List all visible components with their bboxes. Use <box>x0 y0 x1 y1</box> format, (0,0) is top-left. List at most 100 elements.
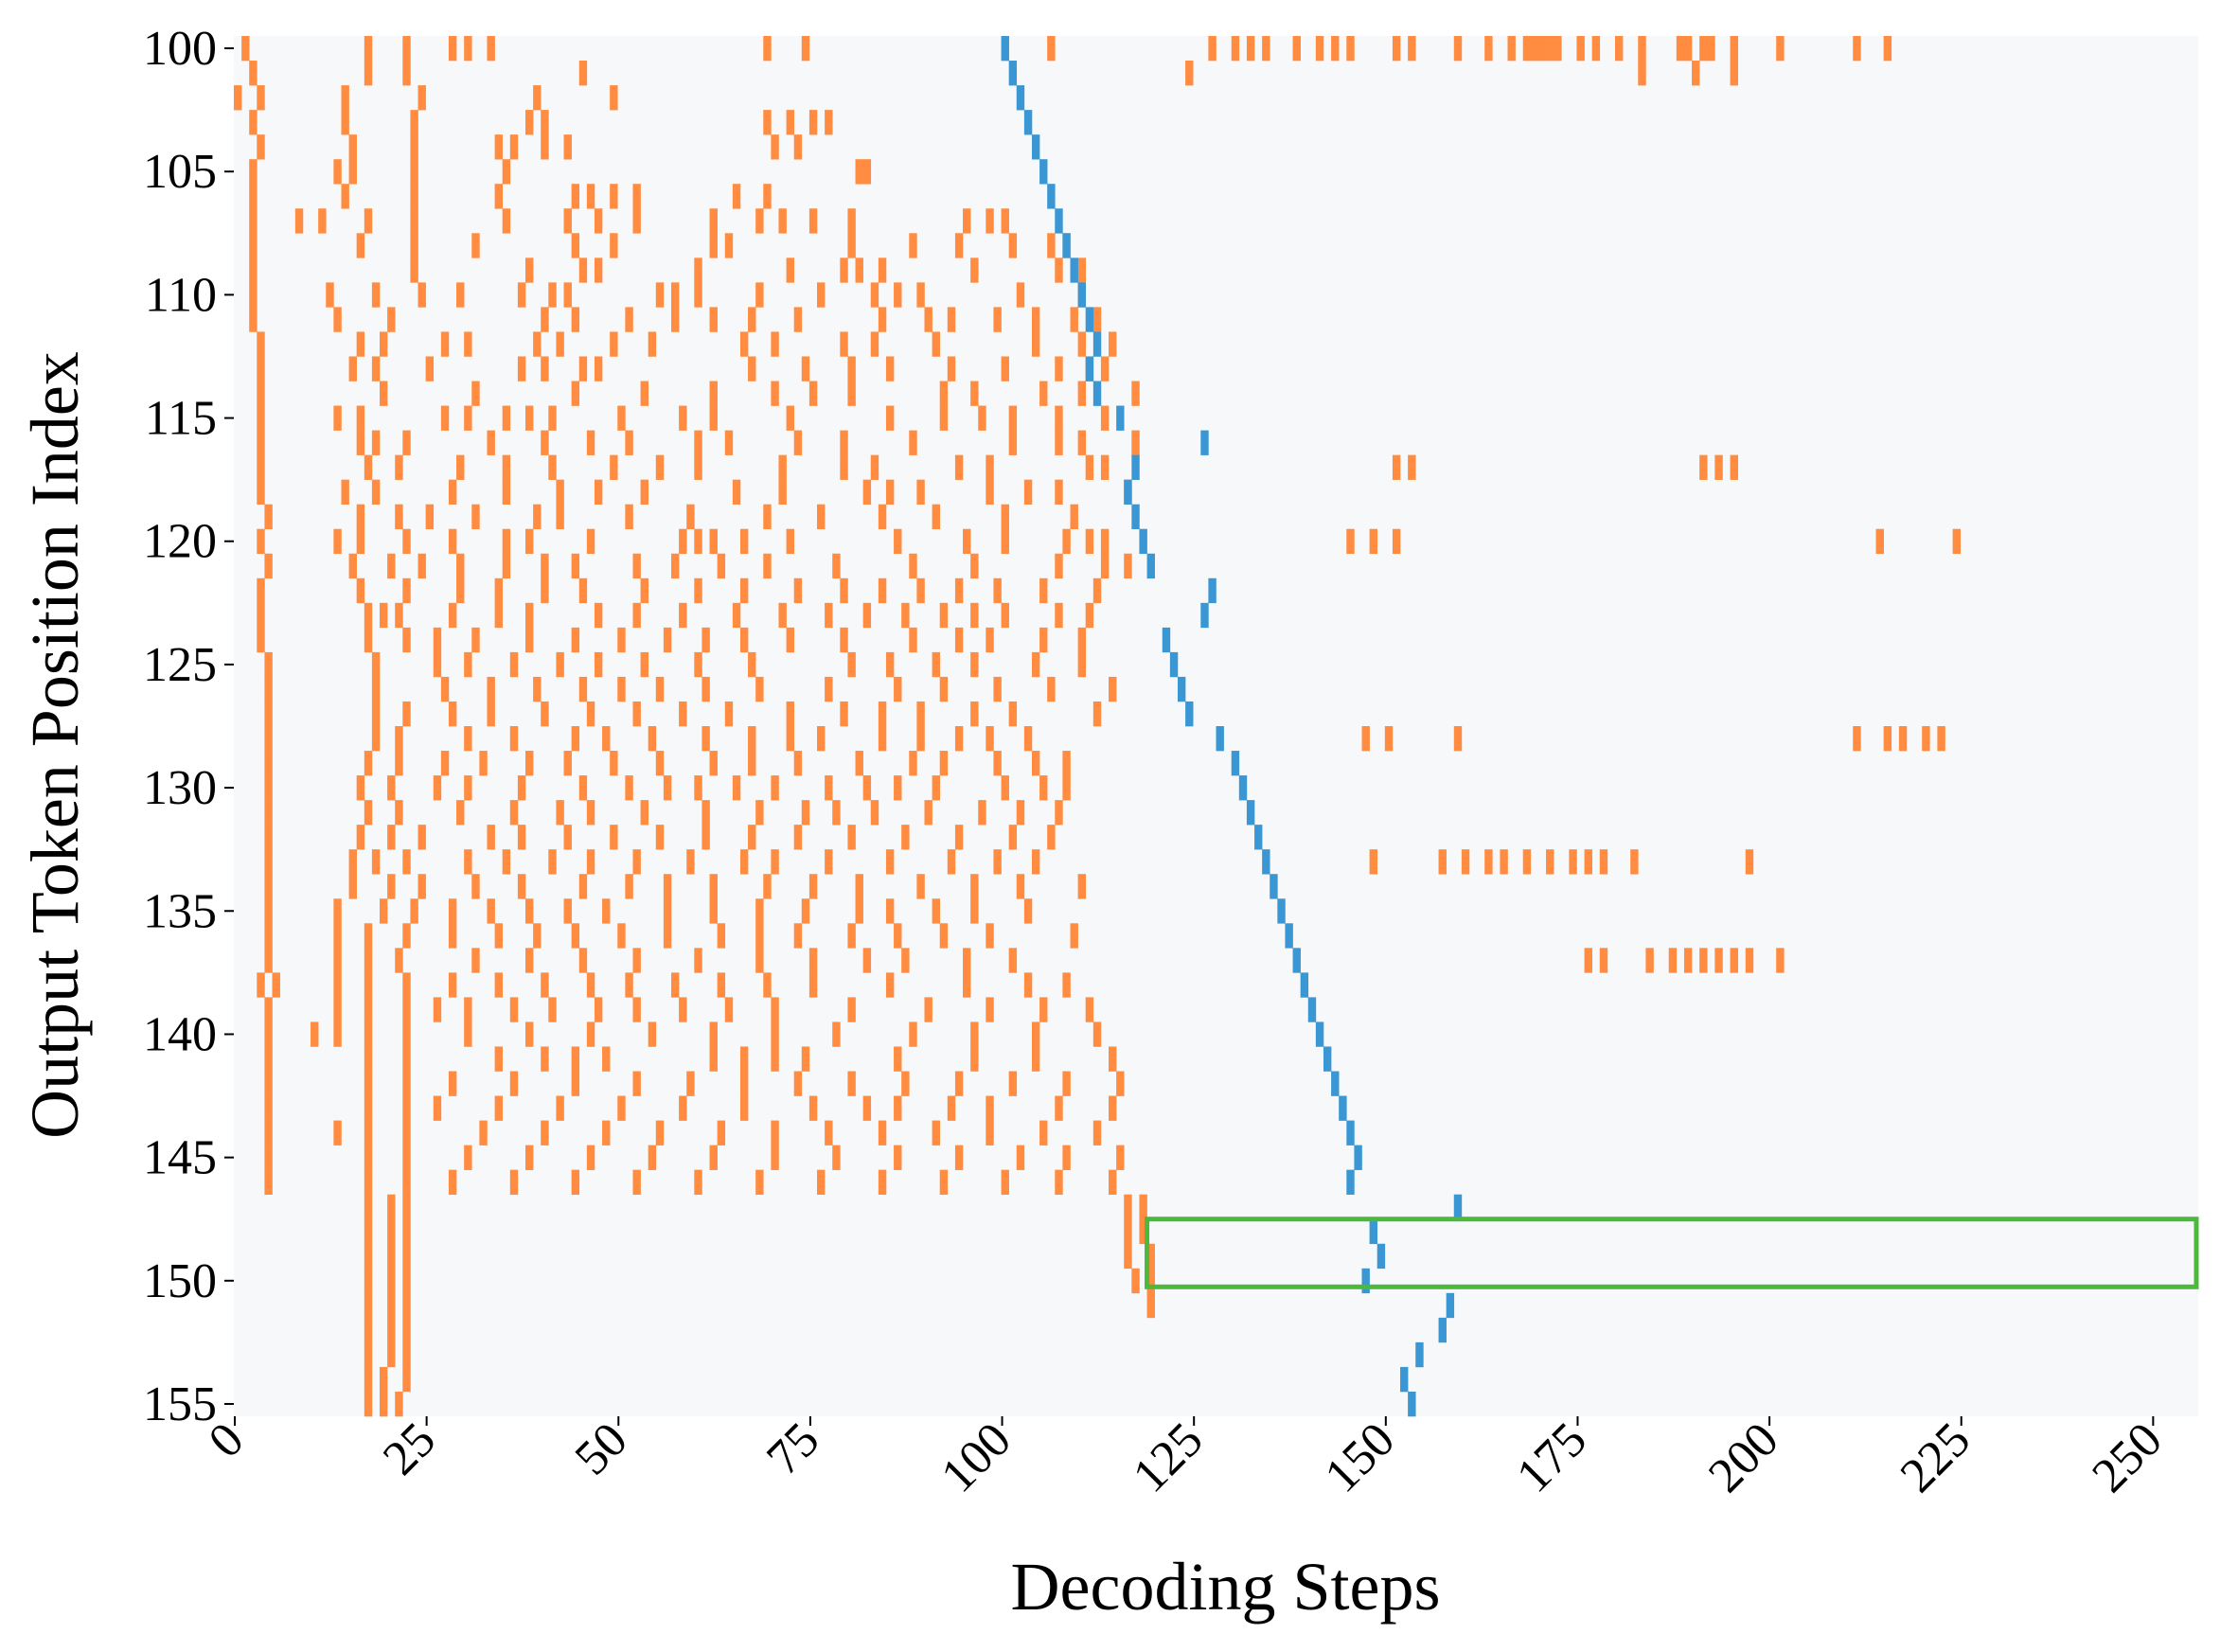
orange-cell <box>433 1095 442 1121</box>
orange-cell <box>356 331 365 357</box>
orange-cell <box>1031 1046 1040 1072</box>
orange-cell <box>1124 1218 1132 1245</box>
orange-cell <box>1092 1120 1102 1146</box>
orange-cell <box>395 1391 403 1417</box>
orange-cell <box>1077 430 1087 455</box>
orange-cell <box>264 751 273 776</box>
orange-cell <box>525 528 534 555</box>
orange-cell <box>763 36 772 62</box>
orange-cell <box>525 1021 534 1047</box>
orange-cell <box>1346 528 1355 555</box>
blue-cell <box>1300 972 1309 998</box>
orange-cell <box>847 1071 856 1096</box>
orange-cell <box>541 1120 549 1146</box>
orange-cell <box>610 184 618 209</box>
blue-cell <box>1177 676 1186 702</box>
orange-cell <box>333 923 342 949</box>
orange-cell <box>801 36 810 62</box>
orange-cell <box>479 1120 488 1146</box>
orange-cell <box>793 825 803 850</box>
orange-cell <box>410 233 418 258</box>
orange-cell <box>1369 528 1378 555</box>
orange-cell <box>793 307 803 332</box>
orange-cell <box>640 651 648 678</box>
orange-cell <box>724 430 734 455</box>
orange-cell <box>578 948 588 973</box>
orange-cell <box>494 972 503 998</box>
orange-cell <box>586 1145 595 1170</box>
orange-cell <box>234 85 242 111</box>
orange-cell <box>862 1095 872 1121</box>
orange-cell <box>257 381 265 406</box>
orange-cell <box>502 405 511 431</box>
orange-cell <box>709 528 718 555</box>
orange-cell <box>448 701 457 727</box>
orange-cell <box>1077 627 1087 653</box>
orange-cell <box>241 36 250 62</box>
blue-cell <box>1092 331 1102 357</box>
orange-cell <box>947 1095 956 1121</box>
orange-cell <box>709 751 718 776</box>
orange-cell <box>862 602 872 629</box>
orange-cell <box>1185 61 1194 86</box>
orange-cell <box>1031 651 1040 678</box>
orange-cell <box>563 208 572 234</box>
orange-cell <box>755 676 764 702</box>
orange-cell <box>272 972 280 998</box>
orange-cell <box>548 405 557 431</box>
y-tick-label: 110 <box>145 268 217 322</box>
orange-cell <box>986 479 994 505</box>
orange-cell <box>632 997 641 1022</box>
orange-cell <box>793 430 803 455</box>
blue-cell <box>1124 479 1132 505</box>
orange-cell <box>448 972 457 998</box>
orange-cell <box>786 110 794 135</box>
orange-cell <box>1645 948 1654 973</box>
orange-cell <box>1392 528 1401 555</box>
orange-cell <box>970 874 979 899</box>
orange-cell <box>939 602 949 629</box>
orange-cell <box>380 331 388 357</box>
orange-cell <box>586 1021 595 1047</box>
blue-cell <box>1039 159 1048 185</box>
orange-cell <box>502 479 511 505</box>
orange-cell <box>694 528 702 555</box>
orange-cell <box>257 972 265 998</box>
orange-cell <box>249 282 258 308</box>
orange-cell <box>1031 307 1040 332</box>
orange-cell <box>625 504 633 530</box>
orange-cell <box>870 454 879 480</box>
orange-cell <box>855 874 863 899</box>
orange-cell <box>402 1194 411 1220</box>
orange-cell <box>825 849 833 875</box>
orange-cell <box>371 430 381 455</box>
orange-cell <box>878 504 887 530</box>
orange-cell <box>464 1145 472 1170</box>
orange-cell <box>571 307 580 332</box>
orange-cell <box>356 577 365 604</box>
orange-cell <box>1077 874 1087 899</box>
orange-cell <box>348 874 357 899</box>
blue-cell <box>1346 1169 1355 1195</box>
orange-cell <box>1077 258 1087 283</box>
orange-cell <box>525 110 534 135</box>
orange-cell <box>1699 948 1708 973</box>
orange-cell <box>732 184 741 209</box>
orange-cell <box>402 1317 411 1343</box>
orange-cell <box>1008 701 1018 727</box>
orange-cell <box>249 258 258 283</box>
orange-cell <box>249 159 258 185</box>
orange-cell <box>417 825 426 850</box>
orange-cell <box>870 800 879 826</box>
orange-cell <box>502 553 511 579</box>
orange-cell <box>963 528 971 555</box>
orange-cell <box>778 454 787 480</box>
orange-cell <box>1085 602 1094 629</box>
blue-cell <box>1116 405 1125 431</box>
blue-cell <box>1307 997 1317 1022</box>
orange-cell <box>640 479 648 505</box>
orange-cell <box>1883 36 1892 62</box>
orange-cell <box>1092 701 1102 727</box>
blue-cell <box>1400 1366 1409 1393</box>
orange-cell <box>909 627 917 653</box>
